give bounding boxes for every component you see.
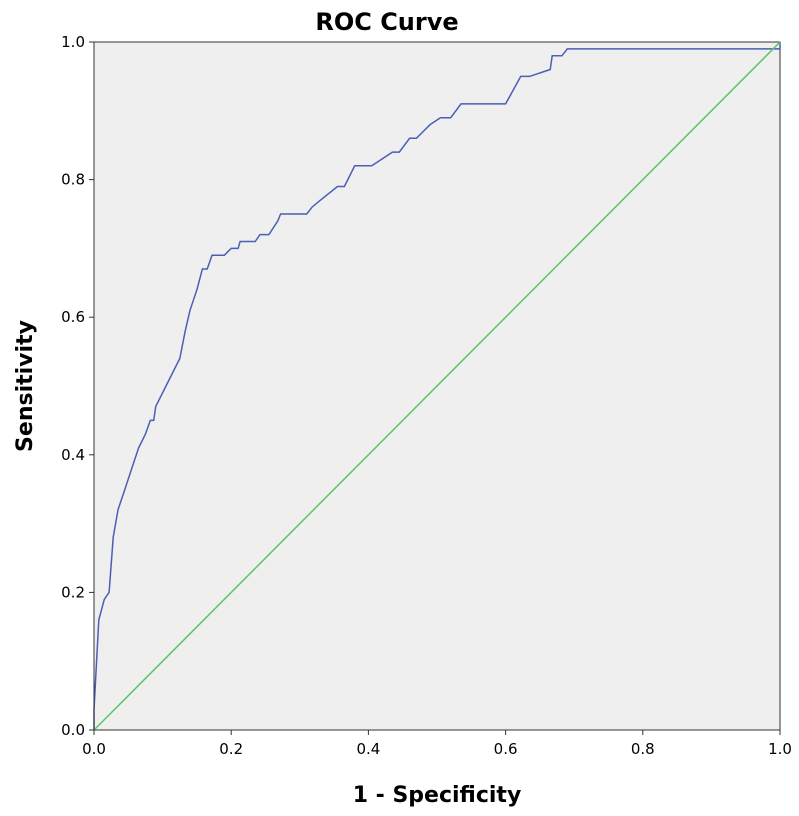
y-tick-label: 0.6 — [61, 308, 85, 326]
y-tick-label: 1.0 — [61, 33, 85, 51]
reference-line — [93, 41, 781, 731]
y-tick-label: 0.0 — [61, 721, 85, 739]
y-axis-label: Sensitivity — [13, 320, 38, 452]
x-tick-label: 0.4 — [356, 740, 380, 758]
x-axis-label: 1 - Specificity — [353, 783, 522, 808]
x-tick-label: 1.0 — [768, 740, 792, 758]
series-layer — [93, 41, 781, 731]
y-tick-label: 0.8 — [61, 171, 85, 189]
x-tick-label: 0.8 — [631, 740, 655, 758]
axes-layer: 0.0 0.2 0.4 0.6 0.8 1.0 0.0 0.2 0.4 0.6 0.8 1.0 — [61, 33, 792, 758]
y-tick-label: 0.2 — [61, 583, 85, 601]
y-tick-label: 0.4 — [61, 446, 85, 464]
roc-curve — [93, 42, 781, 730]
x-tick-label: 0.0 — [82, 740, 106, 758]
x-tick-label: 0.2 — [219, 740, 243, 758]
x-tick-label: 0.6 — [494, 740, 518, 758]
chart-title: ROC Curve — [315, 8, 458, 36]
